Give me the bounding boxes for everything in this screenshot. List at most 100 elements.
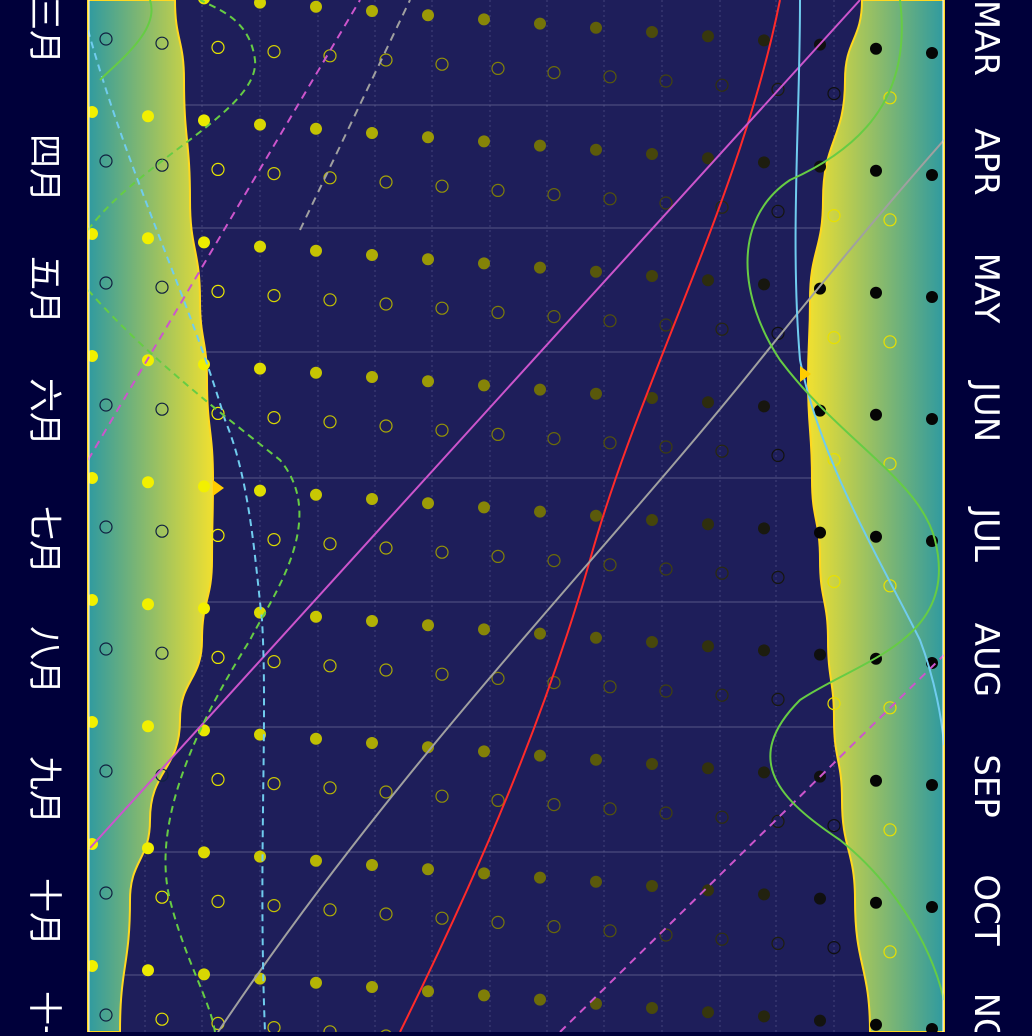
right-month-label: SEP	[966, 754, 1006, 818]
moon-dot	[926, 413, 938, 425]
moon-dot	[254, 241, 266, 253]
moon-dot	[590, 22, 602, 34]
moon-dot	[758, 888, 770, 900]
moon-dot	[310, 855, 322, 867]
moon-dot	[870, 165, 882, 177]
left-month-label: 三月	[24, 0, 64, 64]
moon-dot	[646, 758, 658, 770]
moon-dot	[758, 1010, 770, 1022]
moon-dot	[366, 5, 378, 17]
moon-dot	[310, 611, 322, 623]
moon-dot	[534, 872, 546, 884]
moon-dot	[422, 253, 434, 265]
moon-dot	[366, 981, 378, 993]
moon-dot	[366, 249, 378, 261]
moon-dot	[478, 867, 490, 879]
moon-dot	[198, 236, 210, 248]
moon-dot	[646, 148, 658, 160]
left-border	[88, 0, 90, 1032]
moon-dot	[534, 384, 546, 396]
right-month-label: APR	[966, 128, 1006, 195]
moon-dot	[142, 110, 154, 122]
moon-dot	[590, 510, 602, 522]
moon-dot	[254, 363, 266, 375]
moon-dot	[534, 18, 546, 30]
moon-dot	[534, 628, 546, 640]
moon-dot	[422, 619, 434, 631]
moon-dot	[590, 266, 602, 278]
moon-dot	[926, 779, 938, 791]
moon-dot	[702, 396, 714, 408]
moon-dot	[590, 754, 602, 766]
moon-dot	[198, 480, 210, 492]
moon-dot	[758, 644, 770, 656]
moon-dot	[590, 876, 602, 888]
right-month-label: AUG	[966, 623, 1006, 698]
left-month-label: 七月	[24, 506, 64, 574]
moon-dot	[926, 169, 938, 181]
moon-dot	[142, 232, 154, 244]
moon-dot	[198, 602, 210, 614]
left-month-label: 九月	[24, 756, 64, 824]
moon-dot	[198, 968, 210, 980]
moon-dot	[478, 745, 490, 757]
right-month-label: MAY	[966, 253, 1006, 324]
moon-dot	[478, 989, 490, 1001]
moon-dot	[702, 1006, 714, 1018]
moon-dot	[870, 1019, 882, 1031]
moon-dot	[422, 497, 434, 509]
moon-dot	[758, 400, 770, 412]
moon-dot	[478, 13, 490, 25]
moon-dot	[926, 901, 938, 913]
moon-dot	[646, 514, 658, 526]
moon-dot	[254, 851, 266, 863]
moon-dot	[310, 489, 322, 501]
moon-dot	[870, 287, 882, 299]
moon-dot	[310, 367, 322, 379]
moon-dot	[478, 501, 490, 513]
moon-dot	[478, 135, 490, 147]
moon-dot	[758, 522, 770, 534]
moon-dot	[534, 140, 546, 152]
moon-dot	[142, 598, 154, 610]
moon-dot	[422, 375, 434, 387]
moon-dot	[870, 897, 882, 909]
moon-dot	[534, 262, 546, 274]
moon-dot	[814, 893, 826, 905]
moon-dot	[702, 274, 714, 286]
left-month-label: 五月	[24, 256, 64, 324]
moon-dot	[142, 842, 154, 854]
moon-dot	[422, 863, 434, 875]
moon-dot	[702, 640, 714, 652]
moon-dot	[926, 47, 938, 59]
moon-dot	[702, 762, 714, 774]
moon-dot	[198, 358, 210, 370]
moon-dot	[870, 775, 882, 787]
moon-dot	[366, 615, 378, 627]
left-month-label: 十一	[24, 991, 64, 1032]
moon-dot	[366, 127, 378, 139]
right-border	[942, 0, 944, 1032]
moon-dot	[310, 1, 322, 13]
moon-dot	[254, 485, 266, 497]
moon-dot	[646, 26, 658, 38]
moon-dot	[702, 518, 714, 530]
moon-dot	[758, 766, 770, 778]
moon-dot	[310, 245, 322, 257]
moon-dot	[198, 846, 210, 858]
moon-dot	[590, 388, 602, 400]
moon-dot	[366, 371, 378, 383]
left-month-label: 十月	[24, 878, 64, 946]
moon-dot	[646, 270, 658, 282]
moon-dot	[254, 119, 266, 131]
moon-dot	[590, 632, 602, 644]
moon-dot	[758, 156, 770, 168]
moon-dot	[646, 880, 658, 892]
moon-dot	[534, 994, 546, 1006]
moon-dot	[646, 636, 658, 648]
moon-dot	[366, 493, 378, 505]
left-month-label: 八月	[24, 626, 64, 694]
